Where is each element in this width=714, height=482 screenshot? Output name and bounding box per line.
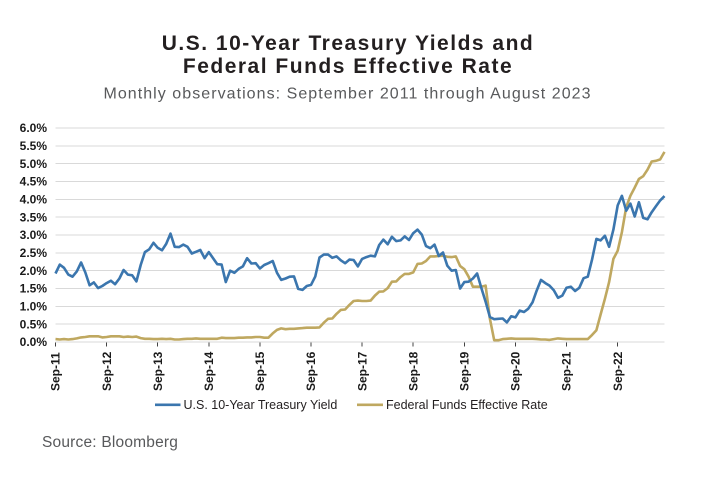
svg-text:Sep-12: Sep-12 bbox=[100, 351, 114, 391]
svg-text:0.5%: 0.5% bbox=[20, 317, 48, 331]
svg-text:Sep-18: Sep-18 bbox=[406, 351, 420, 391]
svg-text:1.0%: 1.0% bbox=[20, 300, 48, 314]
svg-text:5.5%: 5.5% bbox=[20, 139, 48, 153]
svg-text:4.0%: 4.0% bbox=[20, 193, 48, 207]
svg-text:U.S. 10-Year Treasury Yield: U.S. 10-Year Treasury Yield bbox=[184, 398, 338, 412]
svg-text:3.5%: 3.5% bbox=[20, 210, 48, 224]
svg-text:1.5%: 1.5% bbox=[20, 282, 48, 296]
svg-text:6.0%: 6.0% bbox=[20, 121, 48, 135]
svg-text:Sep-15: Sep-15 bbox=[253, 351, 267, 391]
svg-text:2.0%: 2.0% bbox=[20, 264, 48, 278]
svg-text:Sep-19: Sep-19 bbox=[458, 351, 472, 391]
svg-text:Sep-16: Sep-16 bbox=[304, 351, 318, 391]
svg-text:Sep-13: Sep-13 bbox=[151, 351, 165, 391]
svg-text:Sep-20: Sep-20 bbox=[509, 351, 523, 391]
svg-text:Sep-14: Sep-14 bbox=[202, 351, 216, 391]
svg-text:Source: Bloomberg: Source: Bloomberg bbox=[42, 434, 178, 451]
svg-text:0.0%: 0.0% bbox=[20, 335, 48, 349]
svg-text:Sep-21: Sep-21 bbox=[560, 351, 574, 391]
svg-text:5.0%: 5.0% bbox=[20, 157, 48, 171]
svg-text:Monthly observations: Septembe: Monthly observations: September 2011 thr… bbox=[103, 86, 591, 103]
svg-text:U.S. 10-Year Treasury Yields a: U.S. 10-Year Treasury Yields and bbox=[162, 32, 535, 55]
svg-text:Sep-22: Sep-22 bbox=[611, 351, 625, 391]
svg-text:Federal Funds Effective Rate: Federal Funds Effective Rate bbox=[183, 55, 513, 78]
svg-text:Sep-11: Sep-11 bbox=[49, 352, 63, 391]
svg-text:3.0%: 3.0% bbox=[20, 228, 48, 242]
svg-text:Federal Funds Effective Rate: Federal Funds Effective Rate bbox=[386, 398, 548, 412]
svg-text:Sep-17: Sep-17 bbox=[355, 351, 369, 391]
svg-text:2.5%: 2.5% bbox=[20, 246, 48, 260]
svg-text:4.5%: 4.5% bbox=[20, 175, 48, 189]
